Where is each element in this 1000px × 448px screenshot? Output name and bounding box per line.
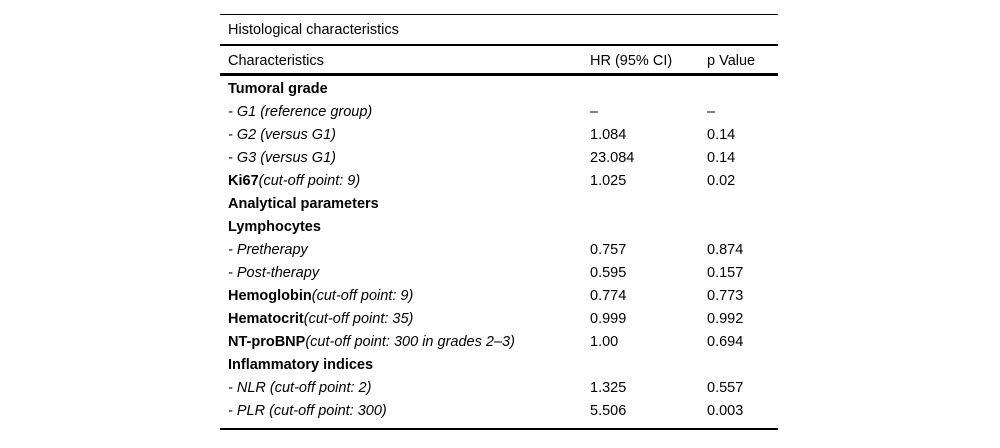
column-header-characteristics: Characteristics (228, 53, 324, 69)
characteristic-label-italic: (cut-off point: 9) (311, 288, 414, 304)
characteristic-label: Lymphocytes (220, 216, 590, 239)
column-header-hr-95ci: HR (95% CI) (590, 53, 673, 69)
table-row: Hematocrit(cut-off point: 35) 0.999 0.99… (220, 308, 778, 331)
table-row: NT-proBNP(cut-off point: 300 in grades 2… (220, 331, 778, 354)
table-title: Histological characteristics (220, 15, 778, 46)
hr-value: 0.595 (590, 265, 627, 281)
characteristic-label: - PLR (cut-off point: 300) (220, 400, 590, 423)
p-value: 0.14 (707, 127, 736, 143)
characteristic-label-italic: (cut-off point: 300 in grades 2–3) (305, 334, 515, 350)
table-row: - G2 (versus G1) 1.084 0.14 (220, 124, 778, 147)
characteristic-label-italic: - Pretherapy (228, 242, 308, 258)
hr-value: 0.774 (590, 288, 627, 304)
characteristic-label-italic: - G1 (reference group) (228, 104, 373, 120)
characteristic-label-bold: NT-proBNP (228, 334, 306, 350)
characteristic-label-bold: Inflammatory indices (228, 357, 374, 373)
characteristic-label: - G3 (versus G1) (220, 147, 590, 170)
p-value: 0.557 (707, 380, 744, 396)
table-row: - G3 (versus G1) 23.084 0.14 (220, 147, 778, 170)
p-value: 0.992 (707, 311, 744, 327)
p-value: 0.14 (707, 150, 736, 166)
characteristic-label-bold: Tumoral grade (228, 81, 328, 97)
histological-characteristics-table: Histological characteristics Characteris… (220, 14, 778, 430)
characteristic-label-bold: Hemoglobin (228, 288, 312, 304)
table-row: - Post-therapy 0.595 0.157 (220, 262, 778, 285)
characteristic-label-bold: Ki67 (228, 173, 259, 189)
table-body: Tumoral grade - G1 (reference group) – –… (220, 76, 778, 428)
p-value: 0.874 (707, 242, 744, 258)
hr-value (590, 78, 707, 101)
p-value: 0.157 (707, 265, 744, 281)
characteristic-label-bold: Hematocrit (228, 311, 304, 327)
hr-value: 1.325 (590, 380, 627, 396)
table-row: Lymphocytes (220, 216, 778, 239)
hr-value (590, 354, 707, 377)
characteristic-label: Analytical parameters (220, 193, 590, 216)
table-header-row: Characteristics HR (95% CI) p Value (220, 46, 778, 76)
hr-value: 1.084 (590, 127, 627, 143)
p-value (707, 216, 778, 239)
hr-value: 5.506 (590, 403, 627, 419)
p-value: 0.003 (707, 403, 744, 419)
p-value: 0.773 (707, 288, 744, 304)
table-row: - NLR (cut-off point: 2) 1.325 0.557 (220, 377, 778, 400)
p-value: – (707, 104, 716, 120)
characteristic-label: Ki67(cut-off point: 9) (220, 170, 590, 193)
characteristic-label-bold: Analytical parameters (228, 196, 379, 212)
characteristic-label: - Pretherapy (220, 239, 590, 262)
hr-value: 23.084 (590, 150, 635, 166)
table-row: Hemoglobin(cut-off point: 9) 0.774 0.773 (220, 285, 778, 308)
characteristic-label-italic: - NLR (cut-off point: 2) (228, 380, 372, 396)
characteristic-label: Inflammatory indices (220, 354, 590, 377)
characteristic-label-italic: - G2 (versus G1) (228, 127, 336, 143)
hr-value: 1.00 (590, 334, 619, 350)
hr-value (590, 216, 707, 239)
characteristic-label-italic: - PLR (cut-off point: 300) (228, 403, 387, 419)
hr-value (590, 193, 707, 216)
hr-value: – (590, 104, 599, 120)
p-value: 0.694 (707, 334, 744, 350)
characteristic-label: Tumoral grade (220, 78, 590, 101)
hr-value: 0.999 (590, 311, 627, 327)
characteristic-label: - Post-therapy (220, 262, 590, 285)
table-row: - Pretherapy 0.757 0.874 (220, 239, 778, 262)
characteristic-label: - G1 (reference group) (220, 101, 590, 124)
hr-value: 1.025 (590, 173, 627, 189)
characteristic-label-italic: (cut-off point: 35) (303, 311, 414, 327)
characteristic-label: Hemoglobin(cut-off point: 9) (220, 285, 590, 308)
hr-value: 0.757 (590, 242, 627, 258)
p-value (707, 354, 778, 377)
table-row: - PLR (cut-off point: 300) 5.506 0.003 (220, 400, 778, 423)
table-row: Inflammatory indices (220, 354, 778, 377)
characteristic-label-italic: (cut-off point: 9) (258, 173, 361, 189)
characteristic-label-italic: - G3 (versus G1) (228, 150, 336, 166)
table-row: Tumoral grade (220, 78, 778, 101)
table-row: Analytical parameters (220, 193, 778, 216)
characteristic-label: Hematocrit(cut-off point: 35) (220, 308, 590, 331)
characteristic-label: NT-proBNP(cut-off point: 300 in grades 2… (220, 331, 590, 354)
column-header-p-value: p Value (707, 53, 756, 69)
table-row: Ki67(cut-off point: 9) 1.025 0.02 (220, 170, 778, 193)
p-value (707, 78, 778, 101)
characteristic-label: - NLR (cut-off point: 2) (220, 377, 590, 400)
characteristic-label: - G2 (versus G1) (220, 124, 590, 147)
p-value (707, 193, 778, 216)
p-value: 0.02 (707, 173, 736, 189)
characteristic-label-bold: Lymphocytes (228, 219, 321, 235)
characteristic-label-italic: - Post-therapy (228, 265, 320, 281)
table-row: - G1 (reference group) – – (220, 101, 778, 124)
